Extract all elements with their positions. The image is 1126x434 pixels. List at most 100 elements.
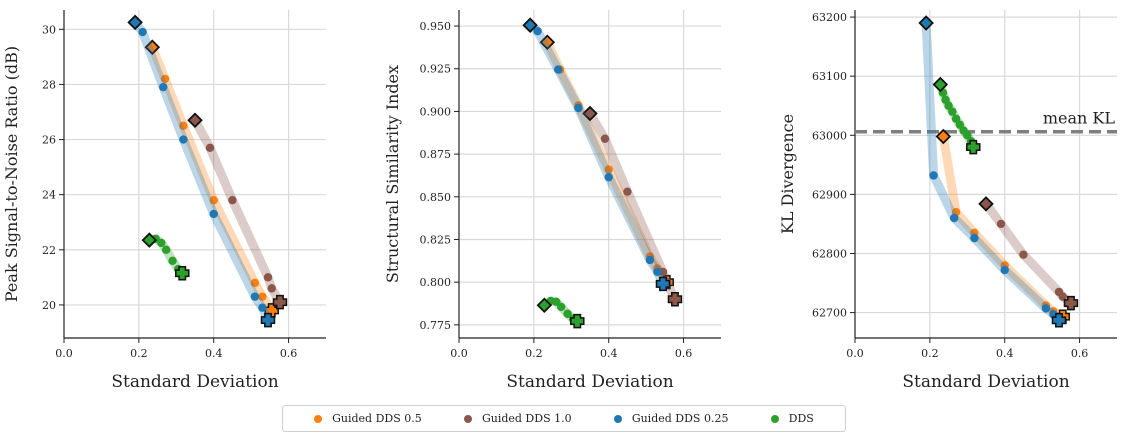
legend-marker-dds: [770, 414, 779, 423]
guided-dds-0-25-point-3: [970, 233, 979, 243]
y-tick-label: 30: [42, 23, 56, 36]
guided-dds-0-25-point-6: [653, 267, 662, 277]
y-tick-label: 0.850: [420, 191, 452, 204]
guided-dds-0-25-point-1: [929, 171, 938, 180]
guided-dds-0-25-point-1: [533, 26, 542, 36]
guided-dds-0-25-point-4: [1000, 265, 1009, 275]
legend-label: DDS: [788, 412, 814, 425]
guided-dds-1-0-point-2: [228, 195, 237, 205]
guided-dds-0-25-point-2: [949, 213, 959, 223]
y-tick-label: 63100: [812, 70, 847, 83]
legend-label: Guided DDS 0.5: [332, 412, 422, 425]
y-tick-label: 0.925: [420, 63, 452, 76]
guided-dds-1-0-end-marker: [667, 291, 683, 307]
guided-dds-0-25-end-marker: [1051, 313, 1067, 328]
guided-dds-0-25-point-5: [1041, 304, 1051, 313]
legend-marker-guided-dds-0-25: [613, 414, 622, 423]
y-tick-label: 26: [42, 134, 56, 147]
guided-dds-1-0-start-marker: [582, 105, 598, 122]
y-axis-label: Structural Similarity Index: [383, 65, 402, 283]
guided-dds-0-25-point-6: [258, 303, 267, 312]
x-axis-label: Standard Deviation: [902, 372, 1069, 392]
chart-panel-2: 0.0 0.2 0.4 0.6 0.775 0.800 0.825 0.850 0.875 0.9…: [383, 10, 721, 392]
guided-dds-0-25-end-marker: [260, 312, 276, 328]
legend-marker-guided-dds-0-5: [314, 414, 323, 423]
guided-dds-0-5-band: [147, 42, 277, 315]
x-tick-label: 0.4: [600, 347, 618, 360]
x-tick-label: 0.0: [450, 347, 468, 360]
x-tick-label: 0.4: [996, 347, 1014, 360]
guided-dds-1-0-point-1: [996, 219, 1006, 229]
dds-end-marker: [570, 313, 585, 329]
guided-dds-0-5-point-3: [604, 165, 613, 174]
x-axis-label: Standard Deviation: [506, 372, 673, 392]
y-tick-label: 22: [42, 244, 56, 257]
guided-dds-0-5-start-marker: [935, 128, 952, 145]
y-tick-label: 24: [42, 189, 56, 202]
y-tick-label: 62800: [812, 247, 847, 260]
guided-dds-0-25-point-5: [250, 292, 260, 301]
dds-point-2: [157, 238, 166, 248]
guided-dds-1-0-end-marker: [272, 294, 288, 310]
y-tick-label: 62900: [812, 188, 847, 201]
y-tick-label: 20: [42, 299, 56, 312]
guided-dds-1-0-point-1: [205, 143, 215, 153]
legend-label: Guided DDS 1.0: [481, 412, 572, 425]
guided-dds-1-0-point-1: [600, 134, 610, 143]
legend-entry-dds: DDS: [770, 412, 814, 425]
dds-end-marker: [175, 265, 190, 281]
dds-end-marker: [966, 139, 981, 155]
x-tick-label: 0.0: [846, 347, 864, 360]
guided-dds-0-25-end-marker: [655, 276, 671, 292]
guided-dds-0-25-point-1: [138, 27, 147, 37]
dds-point-4: [948, 107, 957, 116]
chart-panel-1: 0.0 0.2 0.4 0.6 20 22 24 26 28 30 Standard Deviati…: [2, 10, 326, 392]
y-tick-label: 28: [42, 78, 56, 91]
x-tick-label: 0.2: [130, 347, 148, 360]
legend-marker-guided-dds-1-0: [463, 414, 472, 423]
dds-point-3: [556, 302, 566, 312]
y-tick-label: 0.800: [420, 276, 452, 289]
guided-dds-1-0-point-2: [1019, 250, 1028, 259]
guided-dds-0-5-point-3: [209, 195, 218, 205]
guided-dds-0-5-point-5: [258, 292, 267, 301]
guided-dds-0-5-point-1: [160, 74, 170, 84]
guided-dds-0-25-point-5: [645, 255, 655, 265]
x-tick-label: 0.6: [280, 347, 298, 360]
guided-dds-0-25-point-3: [179, 135, 188, 144]
y-axis-label: Peak Signal-to-Noise Ratio (dB): [2, 46, 21, 302]
chart-panel-3: 0.0 0.2 0.4 0.6 62700 62800 62900 63000 63100 632…: [778, 10, 1117, 392]
guided-dds-1-0-point-3: [263, 273, 273, 282]
guided-dds-0-25-point-4: [604, 172, 613, 182]
guided-dds-0-5-point-2: [179, 121, 188, 130]
guided-dds-0-25-point-3: [574, 103, 583, 113]
y-tick-label: 62700: [812, 307, 847, 320]
y-tick-label: 0.950: [420, 20, 452, 33]
y-tick-label: 63000: [812, 129, 847, 142]
y-tick-label: 0.875: [420, 148, 452, 161]
guided-dds-0-25-point-2: [553, 65, 563, 74]
dds-start-marker: [932, 76, 949, 93]
dds-start-marker: [141, 232, 158, 248]
x-tick-label: 0.4: [205, 347, 223, 360]
y-axis-label: KL Divergence: [778, 114, 797, 234]
guided-dds-1-0-start-marker: [187, 112, 203, 129]
legend-entry-guided-dds-0-5: Guided DDS 0.5: [314, 412, 422, 425]
x-tick-label: 0.6: [675, 347, 693, 360]
legend-label: Guided DDS 0.25: [631, 412, 729, 425]
guided-dds-1-0-point-2: [623, 187, 632, 196]
legend-entry-guided-dds-1-0: Guided DDS 1.0: [463, 412, 572, 425]
legend: Guided DDS 0.5 Guided DDS 1.0 Guided DDS…: [282, 405, 846, 432]
guided-dds-0-25-start-marker: [522, 17, 538, 33]
x-tick-label: 0.2: [525, 347, 543, 360]
charts-canvas: 0.0 0.2 0.4 0.6 20 22 24 26 28 30 Standard Deviati…: [2, 10, 1117, 392]
guided-dds-1-0-point-4: [1058, 292, 1067, 301]
guided-dds-0-5-start-marker: [144, 39, 161, 55]
y-tick-label: 63200: [812, 11, 847, 24]
guided-dds-1-0-end-marker: [1063, 295, 1079, 311]
guided-dds-0-5-start-marker: [539, 34, 556, 51]
dds-point-3: [161, 245, 171, 254]
guided-dds-0-25-start-marker: [918, 15, 934, 31]
guided-dds-0-25-point-4: [209, 209, 218, 219]
